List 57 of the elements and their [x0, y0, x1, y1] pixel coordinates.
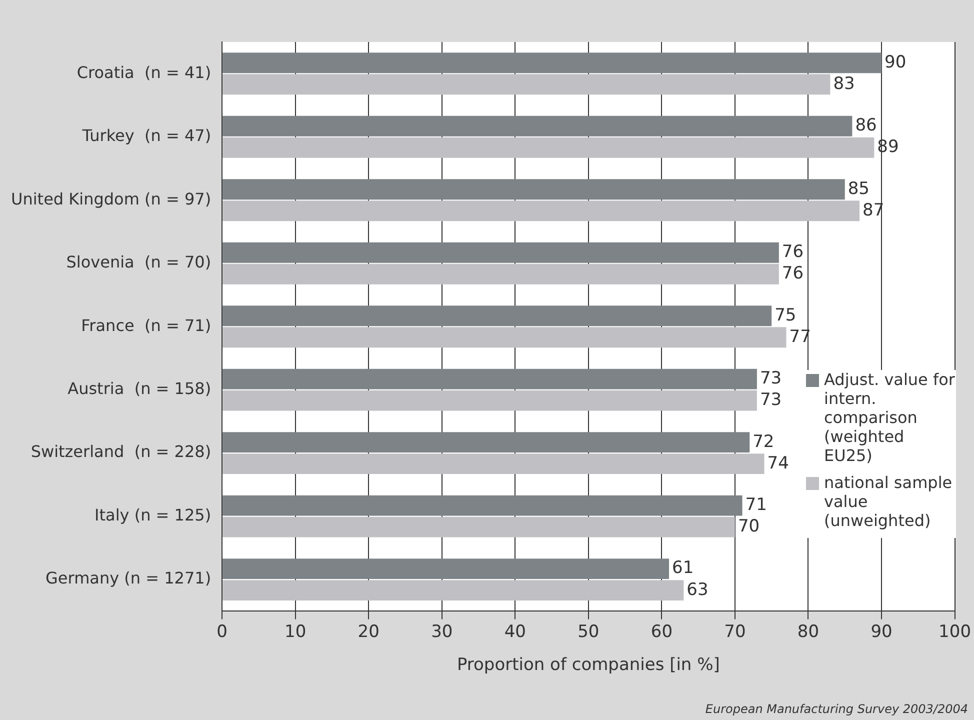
x-tick-label: 60 — [650, 622, 673, 642]
bar — [222, 327, 786, 348]
data-label: 73 — [760, 368, 782, 389]
bar — [222, 306, 772, 326]
x-axis-title: Proportion of companies [in %] — [456, 655, 720, 676]
bar — [222, 580, 684, 601]
data-label: 76 — [782, 242, 804, 262]
data-label: 76 — [782, 264, 804, 284]
data-label: 86 — [855, 116, 877, 136]
data-label: 90 — [884, 52, 906, 72]
legend-label: Adjust. value for intern. comparison (weighted EU25) — [824, 370, 956, 465]
y-tick-label: United Kingdom (n = 97) — [10, 189, 212, 208]
x-tick-label: 80 — [797, 622, 820, 642]
bar — [222, 516, 735, 538]
bar — [222, 242, 779, 263]
bar — [222, 558, 670, 580]
bar — [222, 52, 882, 74]
bar — [222, 432, 750, 453]
data-label: 85 — [848, 178, 870, 199]
text: European Manufacturing Survey 2003/2004 — [705, 702, 968, 716]
y-tick-label: Turkey (n = 47) — [81, 126, 212, 146]
data-label: 83 — [833, 74, 855, 94]
data-label: 61 — [672, 558, 694, 578]
x-tick-label: 70 — [724, 622, 746, 642]
y-tick-label: Slovenia (n = 70) — [66, 252, 212, 272]
legend-label: national sample value (unweighted) — [824, 473, 954, 530]
bar — [222, 454, 764, 474]
data-label: 71 — [745, 495, 767, 516]
y-tick-label: Croatia (n = 41) — [76, 62, 212, 82]
data-label: 74 — [767, 453, 789, 474]
y-tick-label: Italy (n = 125) — [94, 505, 212, 524]
x-tick-label: 100 — [938, 622, 972, 642]
x-tick-label: 0 — [216, 622, 228, 642]
y-tick-label: Austria (n = 158) — [68, 379, 212, 398]
x-tick-label: 30 — [431, 622, 453, 642]
data-label: 72 — [752, 432, 774, 452]
x-tick-label: 40 — [504, 622, 526, 642]
bar — [222, 368, 757, 390]
bar — [222, 74, 830, 95]
data-label: 73 — [760, 390, 782, 410]
bar — [222, 200, 860, 222]
y-tick-label: France (n = 71) — [81, 316, 212, 335]
bar — [222, 495, 742, 516]
x-tick-label: 20 — [358, 622, 380, 642]
data-label: 70 — [738, 516, 760, 537]
x-tick-label: 10 — [284, 622, 306, 642]
y-tick-label: Switzerland (n = 228) — [30, 442, 212, 462]
bar — [222, 264, 779, 284]
x-tick-label: 90 — [870, 622, 892, 642]
y-tick-label: Germany (n = 1271) — [46, 568, 212, 588]
x-tick-label: 50 — [578, 622, 600, 642]
bar — [222, 390, 757, 411]
bar — [222, 137, 874, 158]
data-label: 63 — [686, 580, 708, 600]
bar — [222, 116, 852, 136]
data-label: 75 — [774, 305, 796, 326]
bar — [222, 179, 845, 200]
